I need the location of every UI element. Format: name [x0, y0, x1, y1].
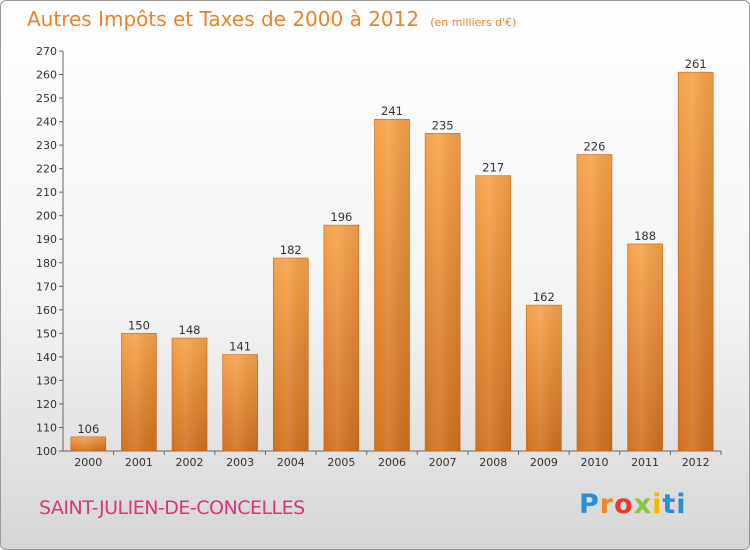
- x-tick-label: 2001: [125, 456, 153, 469]
- y-tick-label: 210: [36, 186, 57, 199]
- x-tick-label: 2011: [631, 456, 659, 469]
- y-tick-label: 230: [36, 139, 57, 152]
- x-tick-label: 2008: [479, 456, 507, 469]
- value-label: 217: [482, 161, 504, 175]
- bar-shine: [70, 436, 106, 451]
- bar-shine: [222, 354, 258, 451]
- y-tick-label: 150: [36, 327, 57, 340]
- y-tick-label: 250: [36, 92, 57, 105]
- x-tick-label: 2004: [277, 456, 305, 469]
- brand-letter: P: [579, 489, 600, 520]
- x-tick-label: 2000: [74, 456, 102, 469]
- y-tick-label: 190: [36, 233, 57, 246]
- chart-title: Autres Impôts et Taxes de 2000 à 2012: [27, 7, 420, 31]
- bar-shine: [576, 154, 612, 451]
- y-tick-label: 240: [36, 116, 57, 129]
- x-tick-label: 2006: [378, 456, 406, 469]
- y-tick-label: 220: [36, 163, 57, 176]
- y-tick-label: 120: [36, 398, 57, 411]
- brand-letter: i: [652, 489, 663, 520]
- brand-letter: i: [676, 489, 687, 520]
- value-label: 106: [77, 422, 99, 436]
- y-tick-label: 160: [36, 304, 57, 317]
- bars: 106 150 148 141 182 196 241 235 217 162 226 188 261: [70, 57, 714, 452]
- x-tick-label: 2012: [682, 456, 710, 469]
- bar-shine: [425, 133, 461, 451]
- value-label: 141: [229, 340, 251, 354]
- chart-subtitle: (en milliers d'€): [430, 16, 517, 29]
- bar-shine: [526, 305, 562, 451]
- value-label: 241: [381, 104, 403, 118]
- value-label: 182: [280, 243, 302, 257]
- value-label: 188: [634, 229, 656, 243]
- y-tick-label: 110: [36, 421, 57, 434]
- x-tick-label: 2010: [580, 456, 608, 469]
- city-name: SAINT-JULIEN-DE-CONCELLES: [39, 497, 305, 519]
- bar-shine: [121, 333, 157, 451]
- x-tick-label: 2009: [530, 456, 558, 469]
- bar-shine: [323, 225, 359, 451]
- brand-letter: r: [599, 489, 615, 520]
- bar-shine: [172, 338, 208, 451]
- value-label: 226: [583, 140, 605, 154]
- value-label: 150: [128, 318, 150, 332]
- bar-shine: [627, 243, 663, 451]
- brand-letter: t: [662, 489, 677, 520]
- bar-shine: [475, 175, 511, 452]
- value-label: 261: [685, 57, 707, 71]
- x-tick-label: 2005: [327, 456, 355, 469]
- brand-letter: x: [633, 489, 653, 520]
- bar-shine: [678, 72, 714, 452]
- x-tick-label: 2007: [429, 456, 457, 469]
- y-tick-label: 100: [36, 445, 57, 458]
- value-label: 196: [330, 210, 352, 224]
- y-tick-label: 130: [36, 374, 57, 387]
- value-label: 162: [533, 290, 555, 304]
- x-tick-label: 2002: [176, 456, 204, 469]
- y-tick-label: 200: [36, 210, 57, 223]
- brand-letter: o: [614, 489, 634, 520]
- bar-shine: [273, 258, 309, 451]
- y-axis-ticks: 100 110 120 130 140 150 160 170 180 190 200 210 220 2…: [36, 45, 63, 458]
- y-tick-label: 140: [36, 351, 57, 364]
- y-tick-label: 170: [36, 280, 57, 293]
- title-row: Autres Impôts et Taxes de 2000 à 2012 (e…: [27, 7, 516, 31]
- y-tick-label: 270: [36, 45, 57, 58]
- x-tick-label: 2003: [226, 456, 254, 469]
- value-label: 148: [179, 323, 201, 337]
- x-axis-ticks: 2000 2001 2002 2003 2004 2005 2006 2007 2008 2009…: [74, 451, 722, 469]
- value-label: 235: [432, 118, 454, 132]
- bar-shine: [374, 119, 410, 451]
- brand-logo: Proxiti: [579, 489, 687, 520]
- y-tick-label: 180: [36, 257, 57, 270]
- y-tick-label: 260: [36, 69, 57, 82]
